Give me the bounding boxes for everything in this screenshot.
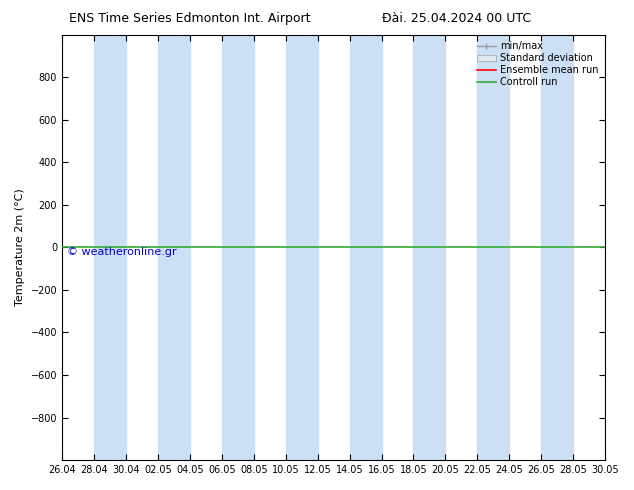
Bar — [222, 35, 254, 460]
Bar — [413, 35, 446, 460]
Text: Đài. 25.04.2024 00 UTC: Đài. 25.04.2024 00 UTC — [382, 12, 531, 25]
Bar — [94, 35, 126, 460]
Bar — [477, 35, 509, 460]
Legend: min/max, Standard deviation, Ensemble mean run, Controll run: min/max, Standard deviation, Ensemble me… — [475, 40, 600, 89]
Text: ENS Time Series Edmonton Int. Airport: ENS Time Series Edmonton Int. Airport — [70, 12, 311, 25]
Bar — [541, 35, 573, 460]
Y-axis label: Temperature 2m (°C): Temperature 2m (°C) — [15, 189, 25, 306]
Bar — [158, 35, 190, 460]
Bar — [286, 35, 318, 460]
Text: © weatheronline.gr: © weatheronline.gr — [67, 247, 177, 257]
Bar — [349, 35, 382, 460]
